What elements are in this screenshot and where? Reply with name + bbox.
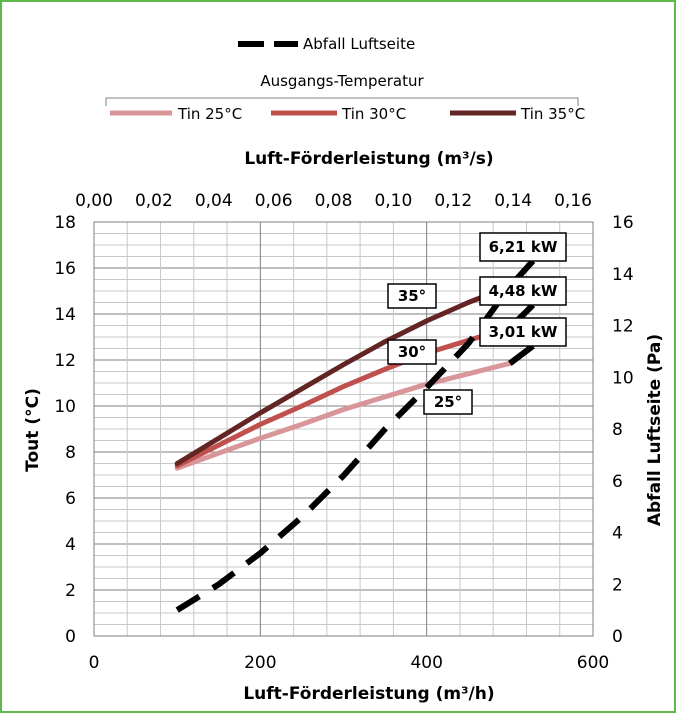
- plot-border: [93, 221, 594, 637]
- annotation-label: 25°: [434, 393, 462, 411]
- y-tick-left: 6: [65, 489, 76, 509]
- x-tick-top: 0,04: [195, 191, 233, 211]
- x-tick-top: 0,08: [315, 191, 353, 211]
- annotation-box: [479, 276, 567, 306]
- annotation-label: 4,48 kW: [489, 282, 558, 300]
- y-tick-left: 14: [54, 305, 76, 325]
- series-lines: [174, 283, 513, 613]
- x-tick-bottom: 200: [244, 653, 276, 673]
- x-tick-bottom: 400: [410, 653, 442, 673]
- x-tick-bottom: 600: [577, 653, 609, 673]
- legend-top: Abfall Luftseite: [238, 35, 415, 53]
- y-tick-left: 10: [54, 397, 76, 417]
- annotation-leader: [508, 343, 535, 366]
- y-axis-title-left: Tout (°C): [23, 388, 43, 472]
- y-tick-left: 4: [65, 535, 76, 555]
- legend-group: Ausgangs-Temperatur Tin 25°C Tin 30°C Ti…: [105, 72, 585, 123]
- y-tick-left: 2: [65, 581, 76, 601]
- x-tick-top: 0,12: [434, 191, 472, 211]
- legend-label-tin30: Tin 30°C: [341, 105, 406, 123]
- y-tick-right: 10: [612, 368, 634, 388]
- legend-label-abfall: Abfall Luftseite: [303, 35, 415, 53]
- y-tick-right: 8: [612, 420, 623, 440]
- x-tick-top: 0,14: [494, 191, 532, 211]
- y-tick-right: 16: [612, 213, 634, 233]
- series-line-1: [174, 325, 513, 469]
- y-tick-left: 16: [54, 259, 76, 279]
- y-tick-right: 2: [612, 575, 623, 595]
- legend-label-tin35: Tin 35°C: [520, 105, 585, 123]
- annotation-label: 3,01 kW: [489, 323, 558, 341]
- x-axis-title-bottom: Luft-Förderleistung (m³/h): [243, 684, 494, 704]
- x-tick-bottom: 0: [89, 653, 100, 673]
- series-line-3: [175, 284, 513, 613]
- y-tick-left: 0: [65, 627, 76, 647]
- annotation-box: [479, 317, 567, 347]
- y-tick-left: 18: [54, 213, 76, 233]
- annotations: 35° 30° 25° 6,21 kW 4,48 kW 3,01 kW: [387, 232, 567, 415]
- x-axis-title-top: Luft-Förderleistung (m³/s): [244, 149, 493, 169]
- annotation-box: [479, 232, 567, 262]
- y-tick-right: 14: [612, 265, 634, 285]
- y-tick-right: 12: [612, 317, 634, 337]
- legend-group-title: Ausgangs-Temperatur: [260, 72, 424, 90]
- x-tick-top: 0,16: [554, 191, 592, 211]
- x-tick-top: 0,00: [75, 191, 113, 211]
- y-tick-left: 12: [54, 351, 76, 371]
- x-tick-top: 0,02: [135, 191, 173, 211]
- y-axis-title-right: Abfall Luftseite (Pa): [645, 334, 665, 526]
- annotation-box: [423, 389, 473, 415]
- y-tick-right: 6: [612, 472, 623, 492]
- annotation-box: [387, 339, 437, 365]
- legend-label-tin25: Tin 25°C: [177, 105, 242, 123]
- annotation-label: 6,21 kW: [489, 238, 558, 256]
- annotation-label: 30°: [398, 343, 426, 361]
- y-tick-right: 4: [612, 524, 623, 544]
- series-line-2: [174, 283, 513, 466]
- y-tick-right: 0: [612, 627, 623, 647]
- legend-group-bracket: [105, 97, 579, 106]
- series-line-0: [174, 360, 513, 471]
- y-tick-left: 8: [65, 443, 76, 463]
- x-tick-top: 0,06: [255, 191, 293, 211]
- annotation-label: 35°: [398, 287, 426, 305]
- x-tick-top: 0,10: [374, 191, 412, 211]
- annotation-box: [387, 283, 437, 309]
